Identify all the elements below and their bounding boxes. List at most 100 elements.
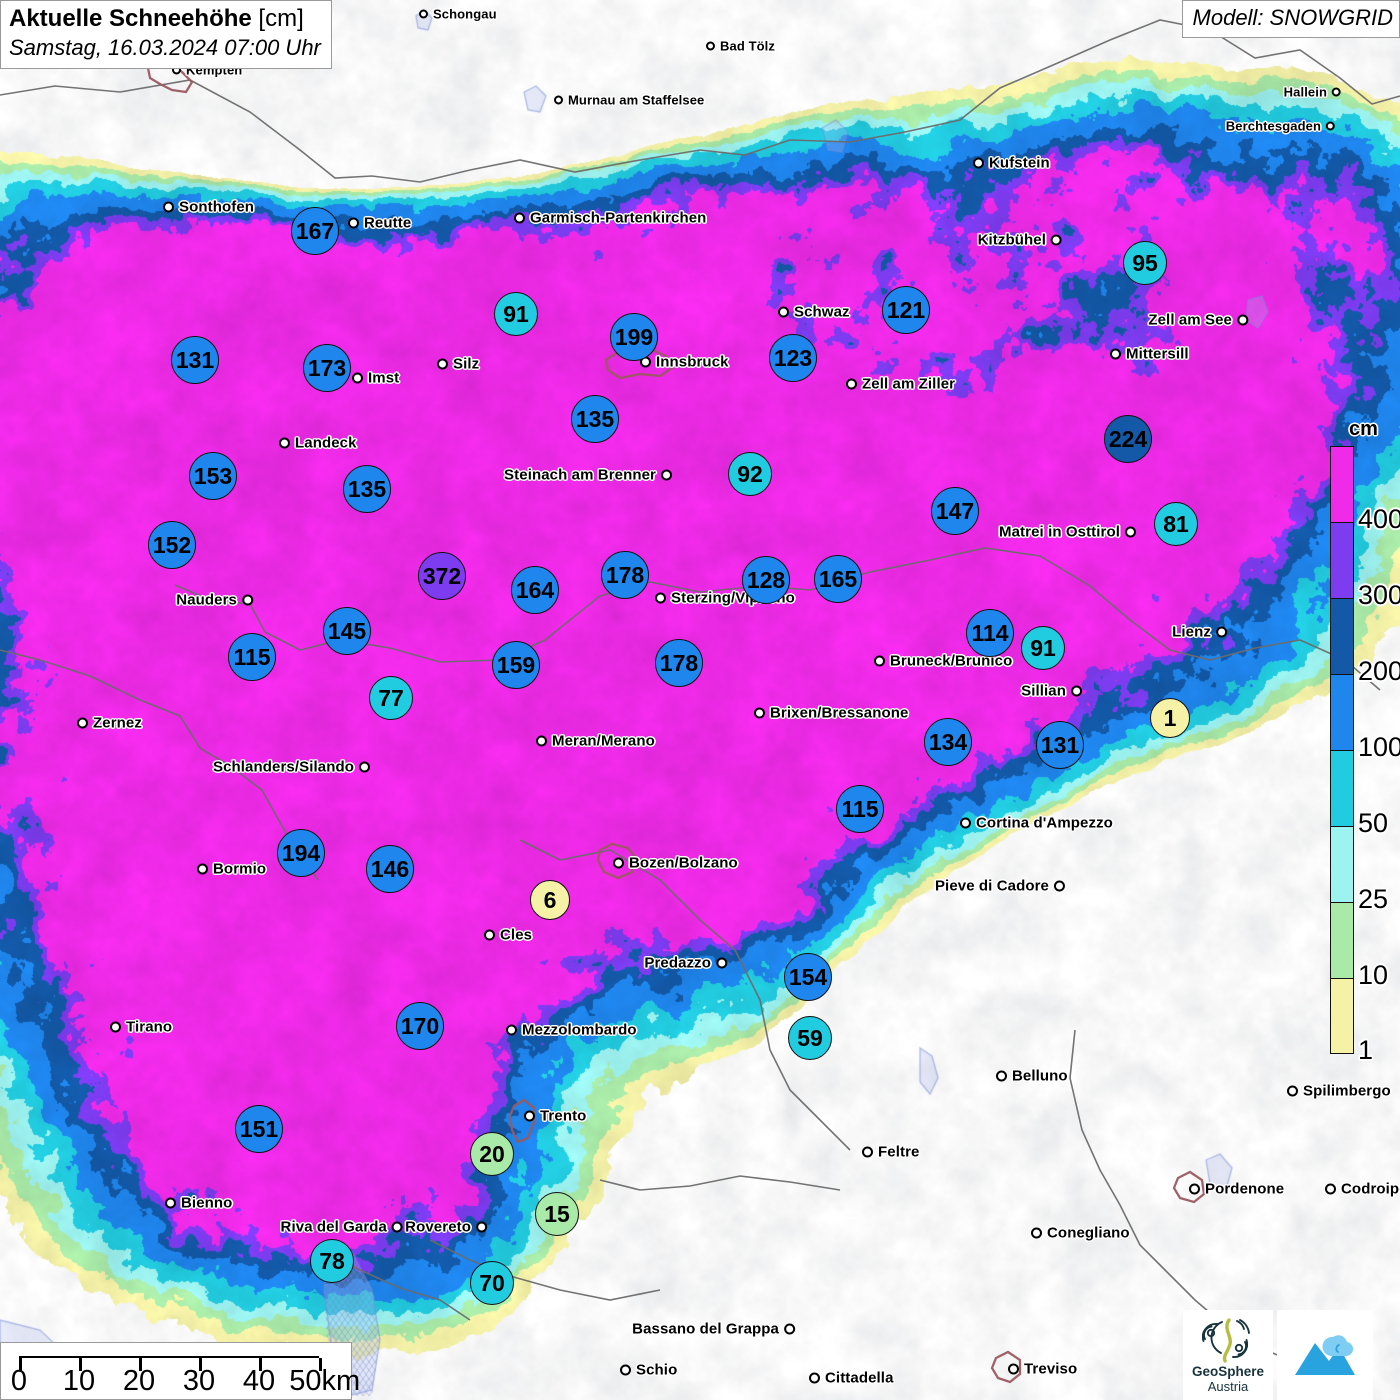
city-marker: Sillian bbox=[1021, 684, 1082, 699]
station-value-bubble[interactable]: 224 bbox=[1104, 415, 1152, 463]
city-marker: Cles bbox=[484, 928, 532, 943]
station-value-bubble[interactable]: 135 bbox=[571, 395, 619, 443]
scale-tick bbox=[199, 1358, 202, 1371]
station-value-bubble[interactable]: 165 bbox=[814, 555, 862, 603]
station-value-bubble[interactable]: 167 bbox=[291, 207, 339, 255]
legend-band-label: 10 bbox=[1358, 960, 1389, 990]
station-value-bubble[interactable]: 121 bbox=[882, 286, 930, 334]
station-value-bubble[interactable]: 159 bbox=[492, 641, 540, 689]
station-value-bubble[interactable]: 114 bbox=[966, 609, 1014, 657]
city-marker: Pordenone bbox=[1189, 1182, 1284, 1197]
city-dot-icon bbox=[419, 9, 428, 19]
station-value-bubble[interactable]: 59 bbox=[788, 1016, 832, 1060]
station-value-bubble[interactable]: 153 bbox=[189, 452, 237, 500]
station-value-bubble[interactable]: 178 bbox=[601, 551, 649, 599]
station-value-bubble[interactable]: 78 bbox=[310, 1239, 354, 1283]
station-value-bubble[interactable]: 128 bbox=[742, 556, 790, 604]
city-dot-icon bbox=[506, 1024, 517, 1036]
city-dot-icon bbox=[524, 1110, 535, 1122]
station-value-bubble[interactable]: 154 bbox=[784, 953, 832, 1001]
station-value-bubble[interactable]: 151 bbox=[235, 1105, 283, 1153]
city-dot-icon bbox=[613, 857, 624, 869]
city-label: Schlanders/Silando bbox=[212, 758, 354, 776]
city-dot-icon bbox=[1189, 1183, 1200, 1195]
city-marker: Meran/Merano bbox=[536, 734, 655, 749]
station-value-bubble[interactable]: 372 bbox=[418, 552, 466, 600]
city-label: Brixen/Bressanone bbox=[770, 704, 909, 722]
legend-band-400: 400 bbox=[1330, 446, 1400, 534]
city-marker: Silz bbox=[437, 357, 479, 372]
city-marker: Bormio bbox=[197, 862, 266, 877]
city-label: Pordenone bbox=[1205, 1180, 1285, 1198]
legend-band-10: 10 bbox=[1330, 902, 1388, 990]
city-label: Lienz bbox=[1172, 623, 1211, 641]
city-label: Mittersill bbox=[1126, 345, 1189, 363]
station-value-bubble[interactable]: 95 bbox=[1123, 241, 1167, 285]
city-label: Sonthofen bbox=[179, 198, 255, 216]
station-value-bubble[interactable]: 15 bbox=[535, 1192, 579, 1236]
station-value-bubble[interactable]: 70 bbox=[470, 1261, 514, 1305]
station-value-bubble[interactable]: 173 bbox=[303, 344, 351, 392]
city-dot-icon bbox=[846, 378, 857, 390]
city-label: Landeck bbox=[295, 434, 357, 452]
city-label: Schio bbox=[636, 1361, 678, 1379]
station-value-bubble[interactable]: 145 bbox=[323, 607, 371, 655]
station-value-bubble[interactable]: 199 bbox=[610, 313, 658, 361]
city-dot-icon bbox=[554, 95, 563, 105]
station-value-bubble[interactable]: 1 bbox=[1150, 698, 1190, 738]
city-dot-icon bbox=[1008, 1363, 1019, 1375]
station-value-bubble[interactable]: 178 bbox=[655, 639, 703, 687]
station-value-bubble[interactable]: 91 bbox=[494, 292, 538, 336]
legend-band-label: 200 bbox=[1358, 656, 1400, 686]
page-title: Aktuelle Schneehöhe [cm] bbox=[9, 5, 321, 33]
city-label: Feltre bbox=[878, 1143, 920, 1161]
station-value-bubble[interactable]: 164 bbox=[511, 566, 559, 614]
legend-band-300: 300 bbox=[1330, 522, 1400, 610]
station-value-bubble[interactable]: 135 bbox=[343, 465, 391, 513]
city-marker: Murnau am Staffelsee bbox=[554, 94, 704, 107]
station-value-bubble[interactable]: 147 bbox=[931, 487, 979, 535]
station-value-bubble[interactable]: 6 bbox=[530, 880, 570, 920]
city-dot-icon bbox=[862, 1146, 873, 1158]
station-value-bubble[interactable]: 134 bbox=[924, 718, 972, 766]
station-value-bubble[interactable]: 170 bbox=[396, 1002, 444, 1050]
city-label: Cles bbox=[500, 926, 533, 944]
city-label: Bozen/Bolzano bbox=[629, 854, 738, 872]
scale-tick bbox=[319, 1358, 322, 1371]
station-value-bubble[interactable]: 91 bbox=[1021, 626, 1065, 670]
city-label: Codroipo bbox=[1341, 1180, 1400, 1198]
station-value-bubble[interactable]: 115 bbox=[836, 785, 884, 833]
city-label: Murnau am Staffelsee bbox=[568, 92, 705, 108]
city-dot-icon bbox=[1326, 121, 1335, 131]
station-value-bubble[interactable]: 131 bbox=[171, 336, 219, 384]
mountain-cloud-icon bbox=[1295, 1335, 1355, 1375]
scale-label: 30 bbox=[182, 1365, 216, 1397]
geosphere-logo-name: GeoSphere bbox=[1191, 1363, 1265, 1379]
city-marker: Bozen/Bolzano bbox=[613, 856, 738, 871]
station-value-bubble[interactable]: 152 bbox=[148, 521, 196, 569]
station-value-bubble[interactable]: 146 bbox=[366, 845, 414, 893]
model-label: Modell: SNOWGRID bbox=[1181, 0, 1400, 38]
city-dot-icon bbox=[1216, 626, 1227, 638]
station-value-bubble[interactable]: 81 bbox=[1154, 502, 1198, 546]
station-value-bubble[interactable]: 115 bbox=[228, 633, 276, 681]
legend-band-200: 200 bbox=[1330, 598, 1400, 686]
city-marker: Landeck bbox=[279, 436, 357, 451]
station-value-bubble[interactable]: 194 bbox=[277, 829, 325, 877]
station-value-bubble[interactable]: 77 bbox=[369, 676, 413, 720]
city-dot-icon bbox=[1287, 1085, 1298, 1097]
scale-label: 0 bbox=[10, 1365, 28, 1397]
station-value-bubble[interactable]: 131 bbox=[1036, 721, 1084, 769]
city-label: Trento bbox=[540, 1107, 587, 1125]
scale-label: 20 bbox=[122, 1365, 156, 1397]
station-value-bubble[interactable]: 123 bbox=[769, 334, 817, 382]
geosphere-logo-sub: Austria bbox=[1207, 1378, 1249, 1394]
city-marker: Hallein bbox=[1284, 86, 1341, 99]
city-dot-icon bbox=[973, 157, 984, 169]
station-value-bubble[interactable]: 92 bbox=[728, 452, 772, 496]
station-value-bubble[interactable]: 20 bbox=[470, 1132, 514, 1176]
city-label: Steinach am Brenner bbox=[504, 466, 656, 484]
city-dot-icon bbox=[754, 707, 765, 719]
city-dot-icon bbox=[1071, 685, 1082, 697]
